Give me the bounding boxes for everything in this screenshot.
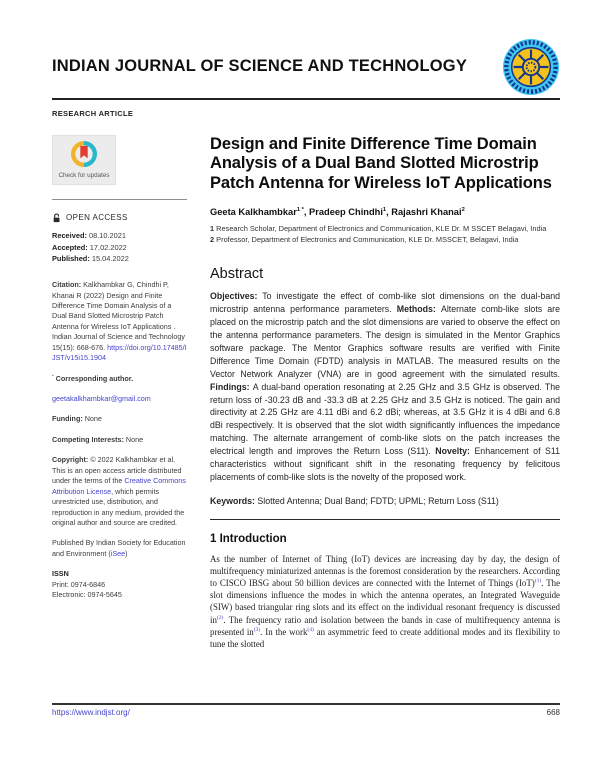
header-divider <box>52 98 560 100</box>
text-segment: Findings: <box>210 381 253 392</box>
corresponding-author-label: * Corresponding author. <box>52 373 188 384</box>
text-segment: None <box>125 434 144 444</box>
text-segment: Competing Interests: <box>52 434 126 444</box>
text-segment: 1 * <box>296 207 304 214</box>
text-segment: , Pradeep Chindhi <box>303 207 383 218</box>
text-segment: . The frequency ratio and isolation betw… <box>210 614 560 637</box>
journal-logo-icon <box>502 38 560 96</box>
ref-2-link[interactable]: (2) <box>216 614 224 621</box>
text-segment: . In the work <box>260 626 308 637</box>
text-segment: Kalkhambkar G, Chindhi P, Khanai R (2022… <box>52 280 185 352</box>
main-column: Design and Finite Difference Time Domain… <box>210 135 560 650</box>
text-segment: Corresponding author. <box>53 373 134 383</box>
funding-line: Funding: None <box>52 414 188 424</box>
text-segment: * <box>52 373 54 379</box>
issn-print: Print: 0974-6846 <box>52 579 106 589</box>
open-lock-icon <box>53 213 60 223</box>
issn-block: ISSN Print: 0974-6846 Electronic: 0974-5… <box>52 569 188 600</box>
sidebar-divider <box>52 199 187 201</box>
check-updates-label: Check for updates <box>58 172 110 180</box>
ref-3-link[interactable]: (3) <box>253 626 261 633</box>
received-date: Received: 08.10.2021 <box>52 230 126 240</box>
abstract-heading: Abstract <box>210 266 264 283</box>
published-date: Published: 15.04.2022 <box>52 254 129 264</box>
text-segment: . The slot dimensions influence the mode… <box>210 578 561 625</box>
text-segment: None <box>84 414 102 424</box>
published-by-block: Published By Indian Society for Educatio… <box>52 538 188 559</box>
copyright-block: Copyright: © 2022 Kalkhambkar et al. Thi… <box>52 455 188 528</box>
journal-header: INDIAN JOURNAL OF SCIENCE AND TECHNOLOGY <box>52 36 560 96</box>
journal-url-link[interactable]: https://www.indjst.org/ <box>52 708 130 717</box>
text-segment: 1 <box>382 207 387 214</box>
citation-block: Citation: Kalkhambkar G, Chindhi P, Khan… <box>52 280 188 364</box>
page-number: 668 <box>546 708 560 717</box>
text-segment: 2 <box>461 207 465 214</box>
paper-title: Design and Finite Difference Time Domain… <box>210 135 552 192</box>
text-segment: ) <box>125 548 128 558</box>
text-segment: Geeta Kalkhambkar <box>210 207 297 218</box>
text-segment: Citation: <box>52 280 84 290</box>
text-segment: As the number of Internet of Thing (IoT)… <box>210 553 560 589</box>
text-segment: 2 <box>210 234 217 244</box>
issn-electronic: Electronic: 0974-5645 <box>52 590 122 600</box>
text-segment: an asymmetric feed to create additional … <box>210 626 560 649</box>
open-access-label: OPEN ACCESS <box>66 213 128 223</box>
text-segment: To investigate the effect of comb-like s… <box>210 291 560 315</box>
article-type-label: RESEARCH ARTICLE <box>52 109 134 118</box>
isee-link[interactable]: iSee <box>110 548 126 558</box>
sidebar: Check for updates OPEN ACCESS Received: … <box>52 135 188 650</box>
text-segment: Novelty: <box>435 446 475 457</box>
text-segment: 1 <box>210 224 217 234</box>
footer-divider <box>52 703 560 705</box>
ref-1-link[interactable]: (1) <box>534 578 542 585</box>
text-segment: , Rajashri Khanai <box>386 207 462 218</box>
introduction-heading: 1 Introduction <box>210 532 287 545</box>
check-for-updates-button[interactable]: Check for updates <box>52 135 116 186</box>
issn-heading: ISSN <box>52 569 69 579</box>
open-access-badge: OPEN ACCESS <box>52 212 188 224</box>
ref-4-link[interactable]: (4) <box>307 626 314 633</box>
abstract-divider <box>210 518 560 520</box>
authors-line: Geeta Kalkhambkar1 *, Pradeep Chindhi1, … <box>210 207 560 217</box>
text-segment: Funding: <box>52 414 85 424</box>
text-segment: , which permits unrestricted use, distri… <box>52 486 185 527</box>
text-segment: © 2022 Kalkhambkar et al. This is an ope… <box>52 455 182 486</box>
text-segment: A dual-band operation resonating at 2.25… <box>210 381 560 457</box>
text-segment: Research Scholar, Department of Electron… <box>216 224 547 234</box>
journal-name: INDIAN JOURNAL OF SCIENCE AND TECHNOLOGY <box>52 56 468 75</box>
text-segment: Published By Indian Society for Educatio… <box>52 538 186 558</box>
doi-link[interactable]: https://doi.org/10.17485/IJST/v15i15.190… <box>52 342 187 363</box>
text-segment: Slotted Antenna; Dual Band; FDTD; UPML; … <box>257 495 499 506</box>
text-segment: Alternate comb-like slots are placed on … <box>210 304 560 379</box>
text-segment: Professor, Department of Electronics and… <box>216 234 519 244</box>
corresponding-author-email: geetakalkhambkar@gmail.com <box>52 394 188 404</box>
text-segment: Enhancement of S11 characteristics witho… <box>210 446 560 483</box>
keywords-line: Keywords: Slotted Antenna; Dual Band; FD… <box>210 496 560 506</box>
text-segment: Copyright: <box>52 455 91 465</box>
text-segment: Methods: <box>396 304 441 315</box>
text-segment: Objectives: <box>210 291 263 302</box>
cc-license-link[interactable]: Creative Commons Attribution License <box>52 476 186 496</box>
check-updates-icon <box>70 141 98 167</box>
accepted-date: Accepted: 17.02.2022 <box>52 242 127 252</box>
page-footer: https://www.indjst.org/ 668 <box>52 703 560 717</box>
competing-interests-line: Competing Interests: None <box>52 435 188 445</box>
affiliations: 1 Research Scholar, Department of Electr… <box>210 224 560 245</box>
abstract-paragraph: Objectives: To investigate the effect of… <box>210 290 560 484</box>
email-link[interactable]: geetakalkhambkar@gmail.com <box>52 394 151 404</box>
text-segment: Keywords: <box>210 495 258 506</box>
introduction-paragraph: As the number of Internet of Thing (IoT)… <box>210 553 560 650</box>
